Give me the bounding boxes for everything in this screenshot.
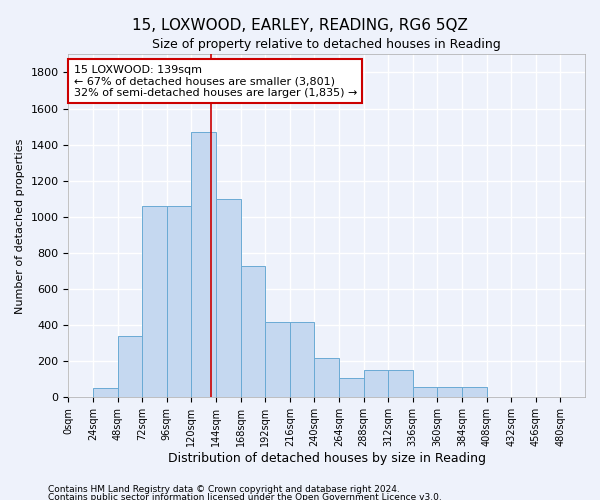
Text: Contains HM Land Registry data © Crown copyright and database right 2024.: Contains HM Land Registry data © Crown c…: [48, 486, 400, 494]
Bar: [216, 199, 241, 398]
Bar: [290, 322, 314, 398]
Bar: [191, 132, 216, 398]
Bar: [437, 386, 462, 398]
Bar: [265, 322, 290, 398]
Bar: [142, 206, 167, 398]
Bar: [413, 386, 437, 398]
Bar: [167, 206, 191, 398]
Bar: [118, 336, 142, 398]
Title: Size of property relative to detached houses in Reading: Size of property relative to detached ho…: [152, 38, 501, 51]
Y-axis label: Number of detached properties: Number of detached properties: [15, 138, 25, 314]
Bar: [364, 370, 388, 398]
Text: Contains public sector information licensed under the Open Government Licence v3: Contains public sector information licen…: [48, 492, 442, 500]
Bar: [93, 388, 118, 398]
Bar: [339, 378, 364, 398]
Text: 15 LOXWOOD: 139sqm
← 67% of detached houses are smaller (3,801)
32% of semi-deta: 15 LOXWOOD: 139sqm ← 67% of detached hou…: [74, 64, 357, 98]
Bar: [388, 370, 413, 398]
Bar: [462, 386, 487, 398]
Bar: [241, 266, 265, 398]
X-axis label: Distribution of detached houses by size in Reading: Distribution of detached houses by size …: [168, 452, 486, 465]
Bar: [314, 358, 339, 398]
Text: 15, LOXWOOD, EARLEY, READING, RG6 5QZ: 15, LOXWOOD, EARLEY, READING, RG6 5QZ: [132, 18, 468, 32]
